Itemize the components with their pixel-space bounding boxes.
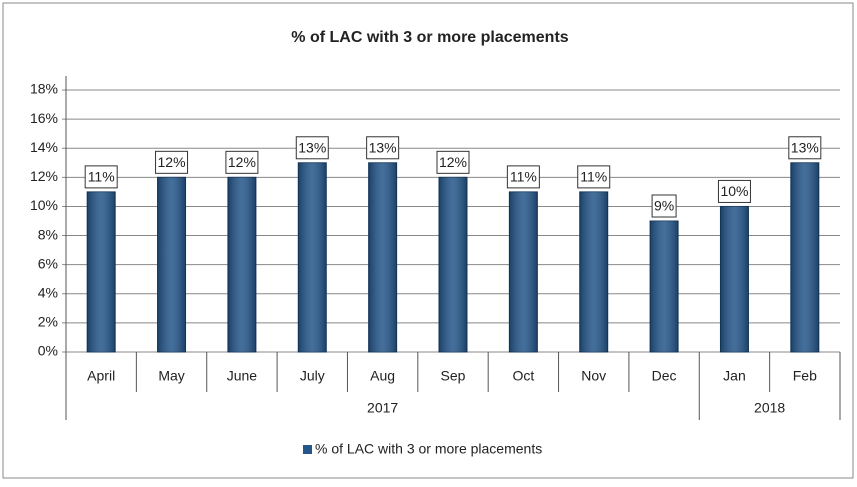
y-tick-label: 2% [38, 314, 58, 330]
chart-border [2, 2, 854, 479]
data-label-box [155, 150, 189, 174]
legend-swatch [303, 445, 312, 454]
x-tick-label: June [227, 368, 258, 384]
x-tick-label: Aug [370, 368, 395, 384]
x-tick-label: Oct [512, 368, 534, 384]
data-label-box [436, 150, 470, 174]
x-tick-label: July [300, 368, 325, 384]
legend-label: % of LAC with 3 or more placements [315, 441, 542, 457]
data-label-box [225, 150, 259, 174]
year-label: 2017 [367, 400, 398, 416]
y-tick-label: 12% [30, 168, 58, 184]
x-tick-label: Feb [793, 368, 817, 384]
bar-shade [579, 191, 608, 352]
x-tick-label: May [158, 368, 184, 384]
year-label: 2018 [754, 400, 785, 416]
data-label-box [506, 165, 540, 189]
data-label-box [84, 165, 118, 189]
data-label: 11% [510, 169, 537, 185]
x-tick-label: April [87, 368, 115, 384]
bar-shade [439, 177, 467, 352]
data-label-box [717, 179, 751, 203]
data-label: 11% [88, 169, 115, 185]
y-tick-label: 16% [30, 110, 58, 126]
bar-shade [650, 221, 679, 352]
bar-shade [298, 162, 327, 352]
y-tick-label: 6% [38, 255, 58, 271]
x-tick-label: Sep [441, 368, 466, 384]
data-label-box [295, 136, 329, 160]
data-label: 13% [791, 139, 819, 155]
y-tick-label: 14% [30, 139, 58, 155]
bar-shade [368, 162, 397, 352]
data-label: 11% [580, 169, 607, 185]
data-label: 9% [654, 198, 674, 214]
data-label-box [651, 194, 677, 218]
x-tick-label: Dec [652, 368, 677, 384]
bar-shade [509, 191, 538, 352]
data-label-box [366, 136, 400, 160]
x-tick-label: Jan [723, 368, 746, 384]
data-label: 10% [720, 183, 748, 199]
bar-shade [87, 191, 116, 352]
data-label: 12% [158, 154, 186, 170]
x-tick-label: Nov [581, 368, 606, 384]
bar-shade [157, 177, 186, 352]
data-label: 13% [298, 139, 326, 155]
y-tick-label: 18% [30, 81, 58, 97]
bar-shade [227, 177, 256, 352]
bar-shade [720, 206, 749, 352]
y-tick-label: 10% [30, 197, 58, 213]
chart-title: % of LAC with 3 or more placements [291, 29, 568, 46]
data-label-box [788, 136, 822, 160]
y-tick-label: 8% [38, 226, 58, 242]
data-label: 12% [228, 154, 256, 170]
data-label: 13% [369, 139, 397, 155]
y-tick-label: 4% [38, 284, 58, 300]
data-label-box [577, 165, 611, 189]
data-label: 12% [439, 154, 467, 170]
y-tick-label: 0% [38, 343, 58, 359]
bar-shade [790, 162, 819, 352]
